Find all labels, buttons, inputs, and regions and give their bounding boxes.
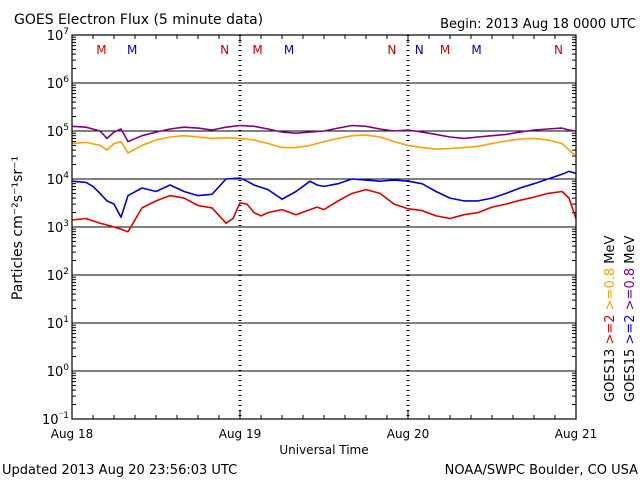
local-time-marker: M — [284, 43, 294, 57]
local-time-marker: N — [220, 43, 229, 57]
legend: GOES13 >=2 >=0.8 MeV GOES15 >=2 >=0.8 MeV — [603, 236, 638, 402]
plot-frame — [71, 34, 577, 420]
x-axis-title: Universal Time — [279, 443, 368, 457]
legend-group-goes15: GOES15 >=2 >=0.8 MeV — [623, 236, 638, 402]
series-line-goes15-0p8mev — [71, 124, 577, 143]
x-tick-label: Aug 18 — [51, 427, 94, 441]
y-tick-label-1e3: 103 — [47, 219, 69, 236]
updated-timestamp: Updated 2013 Aug 20 23:56:03 UTC — [2, 463, 237, 478]
legend-group-goes13: GOES13 >=2 >=0.8 MeV — [603, 236, 618, 402]
y-tick-label-1e6: 106 — [47, 75, 70, 92]
local-time-marker: M — [96, 43, 106, 57]
y-tick-label-1e4: 104 — [47, 171, 70, 188]
x-tick-label: Aug 20 — [387, 427, 430, 441]
local-time-marker: M — [440, 43, 450, 57]
series-line-goes13-2mev — [71, 188, 577, 233]
legend-entry: MeV — [603, 236, 618, 268]
series-line-goes13-0p8mev — [71, 134, 577, 157]
y-tick-label-1e5: 105 — [47, 123, 69, 140]
chart-title: GOES Electron Flux (5 minute data) — [14, 12, 263, 28]
legend-entry: >=2 — [603, 314, 618, 344]
legend-entry: >=0.8 — [603, 268, 618, 315]
series-line-goes15-2mev — [71, 170, 577, 218]
local-time-marker: N — [554, 43, 563, 57]
x-tick-label: Aug 21 — [555, 427, 598, 441]
y-tick-label-1e7: 107 — [47, 27, 69, 44]
x-tick-label: Aug 19 — [219, 427, 262, 441]
y-tick-label-1e1: 101 — [47, 315, 69, 332]
local-time-marker: M — [252, 43, 262, 57]
begin-time-label: Begin: 2013 Aug 18 0000 UTC — [440, 17, 636, 32]
y-axis-title: Particles cm⁻²s⁻¹sr⁻¹ — [10, 156, 26, 300]
y-tick-label-1e2: 102 — [47, 267, 69, 284]
legend-entry: >=2 — [623, 314, 638, 344]
y-tick-label-1e-1: 10⁻1 — [42, 411, 69, 428]
y-tick-label-1e0: 100 — [47, 363, 70, 380]
local-time-marker: N — [387, 43, 396, 57]
local-time-marker: M — [471, 43, 481, 57]
local-time-marker: M — [127, 43, 137, 57]
local-time-marker: N — [415, 43, 424, 57]
source-credit: NOAA/SWPC Boulder, CO USA — [445, 463, 638, 478]
legend-entry: >=0.8 — [623, 268, 638, 315]
legend-entry: MeV — [623, 236, 638, 268]
